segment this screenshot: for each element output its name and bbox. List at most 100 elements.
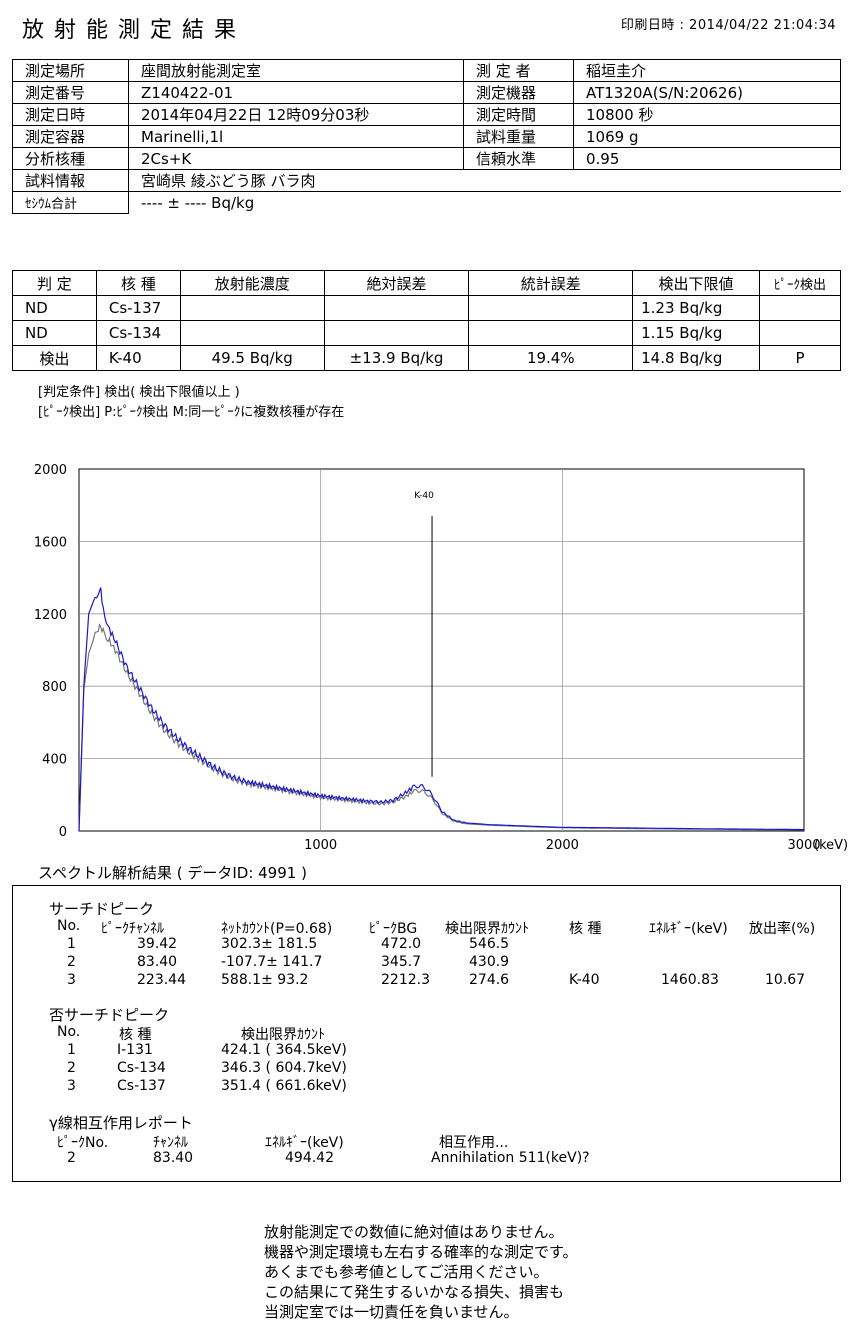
header-detection-limit: 検出下限値 [632,270,760,296]
gamma-header-peak: ﾋﾟｰｸNo. [57,1135,109,1151]
cesium-total-label: ｾｼｳﾑ合計 [12,191,129,214]
info-value: 2Cs+K [128,147,464,170]
table-row: 検出 K-40 49.5 Bq/kg ±13.9 Bq/kg 19.4% 14.… [12,345,841,371]
info-value: 1069 g [573,125,841,148]
nonsearch-cell-nuclide: I-131 [117,1042,153,1058]
disclaimer: 放射能測定での数値に絶対値はありません。 機器や測定環境も左右する確率的な測定で… [264,1222,578,1322]
search-cell-yield: 10.67 [765,972,806,988]
search-header-netcount: ﾈｯﾄｶｳﾝﾄ(P=0.68) [221,921,333,937]
info-label: 測 定 者 [463,59,574,82]
judge-cell: ND [12,320,97,346]
abs-err-cell: ±13.9 Bq/kg [323,345,470,371]
search-header-yield: 放出率(%) [749,921,816,937]
y-tick-label: 400 [42,753,67,768]
disclaimer-line: 当測定室では一切責任を負いません。 [264,1303,519,1321]
info-row: 測定日時 2014年04月22日 12時09分03秒 測定時間 10800 秒 [12,103,841,126]
header-peak-detection: ﾋﾟｰｸ検出 [759,270,841,296]
info-row: ｾｼｳﾑ合計 ---- ± ---- Bq/kg [12,191,841,214]
y-tick-label: 0 [59,825,67,840]
info-label: 測定日時 [12,103,129,126]
y-tick-label: 2000 [34,463,67,478]
search-cell-netcount: -107.7± 141.7 [221,954,323,970]
gamma-cell-channel: 83.40 [153,1150,194,1166]
series-line [78,587,805,832]
gamma-cell-energy: 494.42 [285,1150,334,1166]
search-cell-limit: 546.5 [469,936,510,952]
search-cell-limit: 274.6 [469,972,510,988]
info-value: 0.95 [573,147,841,170]
search-header-energy: ｴﾈﾙｷﾞｰ(keV) [649,921,728,937]
header-judge: 判 定 [12,270,97,296]
search-cell-no: 2 [67,954,76,970]
nonsearch-cell-nuclide: Cs-137 [117,1078,166,1094]
gamma-header-channel: ﾁｬﾝﾈﾙ [153,1135,188,1151]
header-nuclide: 核 種 [95,270,181,296]
nuclide-cell: Cs-137 [95,295,181,321]
x-tick-label: 3000 [787,838,820,853]
search-cell-limit: 430.9 [469,954,510,970]
stat-err-cell: 19.4% [468,345,634,371]
gamma-cell-peak: 2 [67,1150,76,1166]
measurement-info-table: 測定場所 座間放射能測定室 測 定 者 稲垣圭介 測定番号 Z140422-01… [12,59,841,214]
x-axis-label: (keV) [814,838,848,853]
gamma-header-interaction: 相互作用... [439,1135,509,1151]
info-row: 測定容器 Marinelli,1l 試料重量 1069 g [12,125,841,148]
search-cell-no: 1 [67,936,76,952]
search-cell-channel: 83.40 [137,954,178,970]
info-label: 試料重量 [463,125,574,148]
disclaimer-line: 機器や測定環境も左右する確率的な測定です。 [264,1243,578,1261]
header-concentration: 放射能濃度 [179,270,325,296]
gamma-cell-interaction: Annihilation 511(keV)? [431,1150,590,1166]
sample-info-label: 試料情報 [12,169,129,192]
disclaimer-line: 放射能測定での数値に絶対値はありません。 [264,1223,564,1241]
search-cell-channel: 223.44 [137,972,186,988]
info-label: 測定場所 [12,59,129,82]
nonsearch-peak-title: 否サーチドピーク [49,1006,170,1024]
info-label: 測定機器 [463,81,574,104]
info-label: 測定番号 [12,81,129,104]
nonsearch-cell-limit: 346.3 ( 604.7keV) [221,1060,347,1076]
nonsearch-cell-no: 2 [67,1060,76,1076]
nonsearch-cell-no: 1 [67,1042,76,1058]
results-header-row: 判 定 核 種 放射能濃度 絶対誤差 統計誤差 検出下限値 ﾋﾟｰｸ検出 [12,270,841,296]
search-peak-title: サーチドピーク [49,900,155,918]
x-tick-label: 2000 [546,838,579,853]
info-label: 測定時間 [463,103,574,126]
conc-cell [179,295,325,321]
peak-cell [759,320,841,346]
info-label: 測定容器 [12,125,129,148]
peak-detection-note: [ﾋﾟｰｸ検出] P:ﾋﾟｰｸ検出 M:同一ﾋﾟｰｸに複数核種が存在 [38,405,345,420]
info-value: Z140422-01 [128,81,464,104]
table-row: ND Cs-137 1.23 Bq/kg [12,295,841,321]
header-absolute-error: 絶対誤差 [323,270,470,296]
peak-cell: P [759,345,841,371]
search-cell-bg: 472.0 [381,936,422,952]
nonsearch-cell-limit: 351.4 ( 661.6keV) [221,1078,347,1094]
lld-cell: 14.8 Bq/kg [632,345,760,371]
info-row: 測定番号 Z140422-01 測定機器 AT1320A(S/N:20626) [12,81,841,104]
info-row: 測定場所 座間放射能測定室 測 定 者 稲垣圭介 [12,59,841,82]
search-header-channel: ﾋﾟｰｸﾁｬﾝﾈﾙ [101,921,164,937]
conc-cell [179,320,325,346]
judge-cell: ND [12,295,97,321]
stat-err-cell [468,320,634,346]
header-statistical-error: 統計誤差 [468,270,634,296]
stat-err-cell [468,295,634,321]
search-cell-bg: 2212.3 [381,972,430,988]
nonsearch-header-nuclide: 核 種 [119,1027,152,1043]
info-value: 2014年04月22日 12時09分03秒 [128,103,464,126]
nonsearch-cell-nuclide: Cs-134 [117,1060,166,1076]
info-row: 試料情報 宮崎県 綾ぶどう豚 バラ肉 [12,169,841,192]
spectrum-chart: 0 400 800 1200 1600 2000 1000 2000 3000(keV) K-40 [34,463,848,853]
cesium-total-value: ---- ± ---- Bq/kg [128,191,841,214]
info-label: 信頼水準 [463,147,574,170]
search-cell-nuclide: K-40 [569,972,600,988]
search-header-limit: 検出限界ｶｳﾝﾄ [445,921,529,937]
search-cell-netcount: 588.1± 93.2 [221,972,309,988]
nonsearch-header-limit: 検出限界ｶｳﾝﾄ [241,1027,325,1043]
search-header-nuclide: 核 種 [569,921,602,937]
table-row: ND Cs-134 1.15 Bq/kg [12,320,841,346]
lld-cell: 1.15 Bq/kg [632,320,760,346]
search-cell-bg: 345.7 [381,954,422,970]
nonsearch-header-no: No. [57,1024,81,1040]
